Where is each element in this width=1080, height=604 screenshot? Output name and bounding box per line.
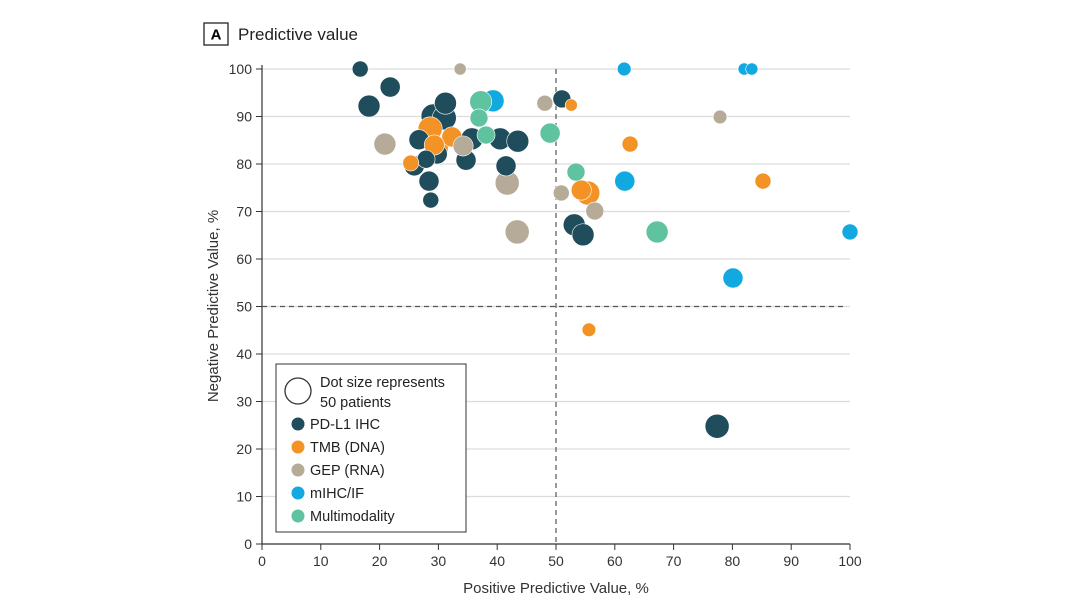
data-point-tmb-dna — [564, 98, 578, 112]
panel-title: A Predictive value — [203, 22, 358, 46]
y-tick-label: 10 — [236, 489, 252, 505]
y-tick-label: 30 — [236, 394, 252, 410]
legend-marker — [291, 509, 305, 523]
x-tick-label: 40 — [489, 553, 505, 569]
panel-title-text: Predictive value — [238, 25, 358, 44]
y-tick-label: 60 — [236, 251, 252, 267]
data-point-multimodality — [566, 162, 586, 182]
y-tick-label: 70 — [236, 204, 252, 220]
data-point-gep-rna — [552, 184, 570, 202]
legend-marker — [291, 440, 305, 454]
panel-letter-box — [203, 22, 229, 46]
legend-box — [275, 363, 467, 533]
data-point-tmb-dna — [754, 172, 772, 190]
y-axis-label: Negative Predictive Value, % — [205, 210, 222, 402]
data-point-multimodality — [469, 108, 489, 128]
x-tick-label: 90 — [783, 553, 799, 569]
data-point-tmb-dna — [402, 154, 420, 172]
legend-marker — [291, 463, 305, 477]
panel-letter: A — [211, 27, 222, 44]
data-point-multimodality — [476, 125, 496, 145]
y-tick-label: 100 — [229, 61, 253, 77]
data-point-pd-l1-ihc — [495, 155, 517, 177]
y-tick-label: 50 — [236, 299, 252, 315]
data-point-gep-rna — [373, 132, 397, 156]
size-legend-line2: 50 patients — [320, 395, 391, 411]
data-point-mihc-if — [841, 223, 859, 241]
y-tick-label: 90 — [236, 109, 252, 125]
data-point-gep-rna — [452, 135, 474, 157]
data-point-pd-l1-ihc — [379, 76, 401, 98]
x-tick-label: 70 — [666, 553, 682, 569]
data-point-pd-l1-ihc — [416, 149, 436, 169]
data-point-pd-l1-ihc — [506, 129, 530, 153]
size-legend-circle — [284, 377, 312, 405]
data-point-pd-l1-ihc — [351, 60, 369, 78]
data-point-pd-l1-ihc — [704, 413, 730, 439]
data-point-multimodality — [539, 122, 561, 144]
data-point-pd-l1-ihc — [434, 91, 457, 115]
data-point-mihc-if — [745, 62, 759, 76]
data-point-mihc-if — [722, 267, 744, 289]
y-tick-label: 20 — [236, 441, 252, 457]
x-tick-label: 30 — [431, 553, 447, 569]
data-point-tmb-dna — [621, 135, 639, 153]
x-tick-label: 60 — [607, 553, 623, 569]
data-point-mihc-if — [614, 170, 636, 192]
x-axis-label: Positive Predictive Value, % — [463, 580, 649, 597]
data-point-pd-l1-ihc — [418, 170, 440, 192]
data-point-gep-rna — [504, 219, 530, 245]
legend-marker — [291, 417, 305, 431]
size-legend-line1: Dot size represents — [320, 375, 445, 391]
legend-label: PD-L1 IHC — [310, 417, 380, 433]
data-point-mihc-if — [617, 61, 632, 77]
legend-marker — [291, 486, 305, 500]
data-point-multimodality — [645, 220, 669, 244]
legend-label: mIHC/IF — [310, 486, 364, 502]
data-point-tmb-dna — [570, 179, 592, 201]
x-tick-label: 20 — [372, 553, 388, 569]
data-point-tmb-dna — [581, 322, 597, 337]
x-tick-label: 0 — [258, 553, 266, 569]
x-tick-label: 50 — [548, 553, 564, 569]
data-point-gep-rna — [585, 201, 605, 221]
data-point-pd-l1-ihc — [571, 223, 595, 247]
y-tick-label: 40 — [236, 346, 252, 362]
y-tick-label: 80 — [236, 156, 252, 172]
data-point-gep-rna — [712, 109, 728, 125]
legend: Dot size represents 50 patients PD-L1 IH… — [275, 363, 467, 533]
legend-label: TMB (DNA) — [310, 440, 385, 456]
y-tick-label: 0 — [244, 536, 252, 552]
x-tick-label: 80 — [725, 553, 741, 569]
x-tick-label: 10 — [313, 553, 329, 569]
x-tick-label: 100 — [838, 553, 862, 569]
legend-label: Multimodality — [310, 509, 395, 525]
data-point-gep-rna — [453, 62, 467, 76]
data-point-gep-rna — [536, 94, 554, 112]
data-point-pd-l1-ihc — [357, 94, 381, 118]
legend-label: GEP (RNA) — [310, 463, 385, 479]
data-point-pd-l1-ihc — [422, 191, 440, 209]
